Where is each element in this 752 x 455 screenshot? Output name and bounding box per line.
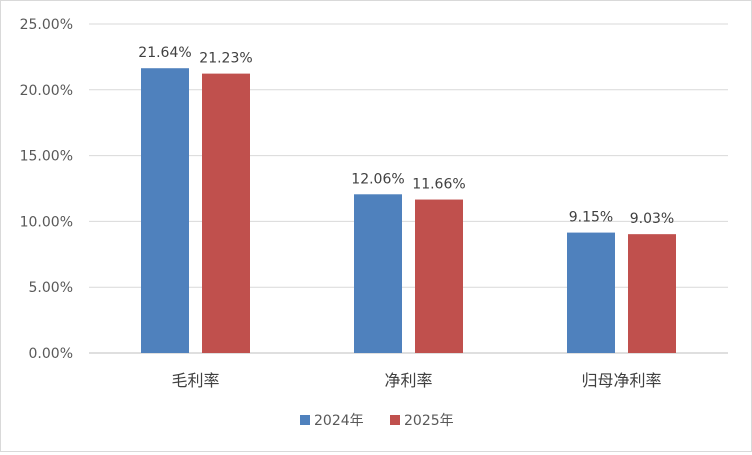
bar-2024-0 [141,68,189,354]
data-label: 21.23% [199,51,252,67]
legend-label: 2025年 [404,413,454,429]
y-tick-label: 20.00% [20,83,73,99]
bar-2024-1 [354,194,402,353]
y-axis-ticks: 0.00% 5.00% 10.00% 15.00% 20.00% 25.00% [20,17,73,362]
bar-2025-2 [628,234,676,353]
y-tick-label: 5.00% [29,280,73,296]
category-label: 净利率 [384,371,432,390]
legend-label: 2024年 [314,413,364,429]
bar-2025-0 [202,73,250,354]
bar-2025-1 [415,199,463,353]
y-tick-label: 25.00% [20,17,73,33]
data-labels: 21.64% 21.23% 12.06% 11.66% 9.15% 9.03% [138,45,674,227]
data-label: 9.03% [630,211,674,227]
category-label: 毛利率 [171,371,219,390]
bar-2024-2 [567,232,615,353]
category-labels: 毛利率 净利率 归母净利率 [171,371,661,390]
data-label: 11.66% [412,177,465,193]
legend-swatch [300,415,310,425]
y-tick-label: 10.00% [20,214,73,230]
y-tick-label: 15.00% [20,149,73,165]
data-label: 12.06% [351,171,404,187]
bars [141,68,676,354]
data-label: 21.64% [138,45,191,61]
data-label: 9.15% [569,210,613,226]
legend: 2024年 2025年 [300,413,454,429]
y-tick-label: 0.00% [29,346,73,362]
legend-swatch [390,415,400,425]
category-label: 归母净利率 [581,371,661,390]
gridlines [89,23,728,354]
